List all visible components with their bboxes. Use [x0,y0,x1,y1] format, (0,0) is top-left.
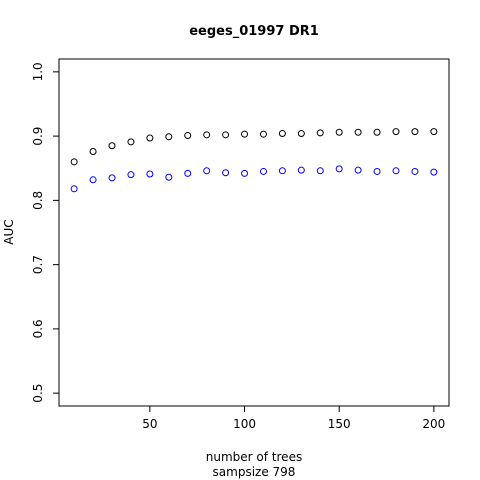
data-point-series-1 [316,129,324,137]
data-point-series-2 [222,169,230,177]
data-point-series-2 [127,171,135,179]
data-point-series-1 [165,133,173,141]
x-tick-label: 200 [422,417,445,431]
data-point-series-1 [89,148,97,156]
x-axis-label: number of trees [206,450,302,464]
data-point-series-1 [297,130,305,138]
x-tick-label: 50 [142,417,157,431]
data-point-series-1 [108,142,116,150]
data-points [70,128,438,193]
data-point-series-2 [316,167,324,175]
data-point-series-2 [241,169,249,177]
data-point-series-2 [335,165,343,173]
data-point-series-1 [354,128,362,136]
data-point-series-2 [108,174,116,182]
y-tick-label: 0.6 [31,319,45,338]
data-point-series-2 [70,185,78,193]
y-tick-label: 0.9 [31,127,45,146]
y-tick-label: 0.8 [31,191,45,210]
data-point-series-2 [373,167,381,175]
axes: 50 100 150 200 0.5 0.6 0.7 0.8 0.9 1.0 [31,62,445,431]
data-point-series-1 [146,134,154,142]
chart-title: eeges_01997 DR1 [189,24,319,39]
x-tick-label: 150 [328,417,351,431]
data-point-series-1 [70,158,78,166]
data-point-series-2 [297,166,305,174]
plot-frame [58,58,450,407]
data-point-series-2 [259,167,267,175]
data-point-series-2 [165,173,173,181]
data-point-series-2 [184,169,192,177]
x-tick-label: 100 [233,417,256,431]
data-point-series-1 [241,130,249,138]
data-point-series-1 [203,131,211,139]
data-point-series-1 [184,131,192,139]
data-point-series-2 [411,167,419,175]
data-point-series-1 [335,128,343,136]
data-point-series-2 [392,167,400,175]
data-point-series-1 [411,128,419,136]
data-point-series-1 [392,128,400,136]
y-tick-label: 1.0 [31,62,45,81]
data-point-series-2 [430,168,438,176]
y-axis-label: AUC [2,219,16,244]
data-point-series-1 [259,130,267,138]
data-point-series-2 [89,176,97,184]
data-point-series-2 [146,170,154,178]
data-point-series-1 [127,138,135,146]
data-point-series-2 [278,167,286,175]
data-point-series-2 [354,166,362,174]
data-point-series-1 [278,130,286,138]
data-point-series-1 [222,131,230,139]
data-point-series-1 [373,128,381,136]
data-point-series-2 [203,167,211,175]
y-tick-label: 0.7 [31,255,45,274]
data-point-series-1 [430,128,438,136]
y-tick-label: 0.5 [31,384,45,403]
x-axis-sublabel: sampsize 798 [213,465,296,479]
